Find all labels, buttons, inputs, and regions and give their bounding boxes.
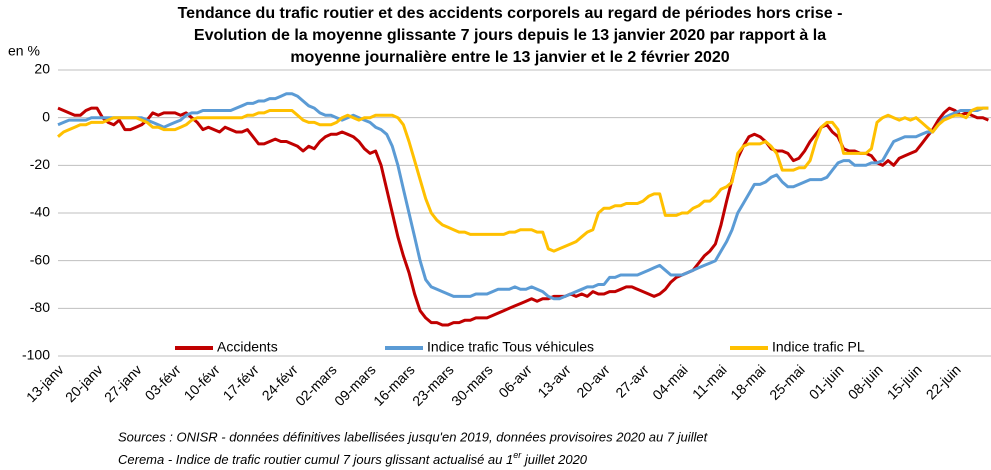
y-tick-label: -40 <box>30 204 50 220</box>
note-part: Cerema - Indice de trafic routier cumul … <box>118 452 513 467</box>
series-line <box>57 106 989 327</box>
legend-label: Indice trafic PL <box>772 339 865 355</box>
x-tick-label: 01-juin <box>806 361 847 402</box>
x-tick-label: 13-avr <box>534 361 574 401</box>
x-tick-label: 22-juin <box>923 361 964 402</box>
x-tick-label: 16-mars <box>370 361 418 409</box>
title-line: moyenne journalière entre le 13 janvier … <box>290 49 729 66</box>
x-tick-label: 23-mars <box>409 361 457 409</box>
note-part: juillet 2020 <box>521 452 588 467</box>
x-tick-label: 27-janv <box>101 361 145 405</box>
note: Sources : ONISR - données définitives la… <box>118 429 709 444</box>
x-tick-label: 27-avr <box>612 361 652 401</box>
x-tick-label: 15-juin <box>884 361 925 402</box>
x-tick-label: 10-févr <box>181 361 223 403</box>
legend-label: Indice trafic Tous véhicules <box>427 339 594 355</box>
x-tick-label: 02-mars <box>292 361 340 409</box>
x-tick-label: 20-avr <box>573 361 613 401</box>
x-tick-label: 09-mars <box>331 361 379 409</box>
y-tick-label: -20 <box>30 156 50 172</box>
x-tick-label: 18-mai <box>727 361 769 403</box>
x-tick-label: 13-janv <box>23 361 67 405</box>
x-tick-label: 06-avr <box>495 361 535 401</box>
x-tick-label: 11-mai <box>689 361 730 402</box>
y-axis-label: en % <box>8 43 40 59</box>
title-line: Evolution de la moyenne glissante 7 jour… <box>194 27 826 44</box>
legend-label: Accidents <box>217 339 278 355</box>
x-tick-label: 20-janv <box>62 361 106 405</box>
note-sup: er <box>513 450 522 460</box>
x-tick-label: 17-févr <box>220 361 262 403</box>
y-tick-label: -80 <box>30 299 50 315</box>
title-line: Tendance du trafic routier et des accide… <box>178 5 843 22</box>
x-tick-label: 25-mai <box>766 361 808 403</box>
y-tick-label: 20 <box>34 61 50 77</box>
x-tick-label: 30-mars <box>448 361 496 409</box>
x-tick-label: 04-mai <box>649 361 691 403</box>
series-line <box>57 92 989 301</box>
y-tick-label: -100 <box>22 347 50 363</box>
x-tick-label: 03-févr <box>142 361 184 403</box>
y-tick-label: 0 <box>42 108 50 124</box>
series-line <box>57 106 989 253</box>
note: Cerema - Indice de trafic routier cumul … <box>118 450 588 467</box>
x-tick-label: 08-juin <box>845 361 886 402</box>
y-tick-label: -60 <box>30 251 50 267</box>
